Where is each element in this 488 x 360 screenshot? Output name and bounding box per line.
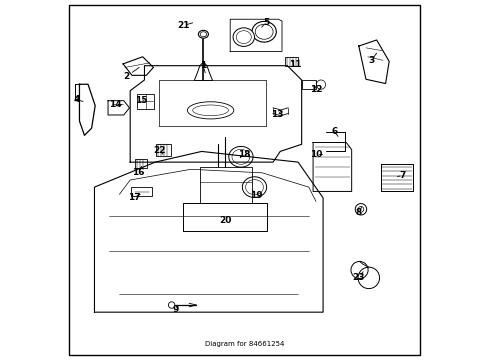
Text: 13: 13	[270, 111, 283, 120]
Bar	[137, 94, 154, 109]
Text: 18: 18	[237, 150, 249, 159]
Text: 17: 17	[128, 193, 141, 202]
Text: 22: 22	[153, 146, 165, 155]
Text: Diagram for 84661254: Diagram for 84661254	[204, 341, 284, 347]
Bar	[131, 187, 152, 197]
Text: 16: 16	[132, 168, 144, 177]
Text: 7: 7	[398, 171, 405, 180]
Text: 4: 4	[73, 95, 80, 104]
Bar	[301, 80, 315, 89]
Text: 5: 5	[263, 18, 269, 27]
Text: 8: 8	[355, 208, 361, 217]
Bar	[284, 57, 298, 66]
Ellipse shape	[198, 30, 208, 38]
Text: 14: 14	[109, 100, 121, 109]
Ellipse shape	[228, 147, 253, 167]
Text: 10: 10	[309, 150, 322, 159]
Text: 21: 21	[177, 21, 189, 30]
Bar	[135, 159, 146, 168]
Text: 23: 23	[352, 273, 365, 282]
Text: 15: 15	[135, 96, 147, 105]
Ellipse shape	[251, 21, 276, 42]
Text: 11: 11	[288, 60, 301, 69]
Ellipse shape	[233, 28, 254, 46]
Text: 19: 19	[249, 190, 262, 199]
Text: 1: 1	[200, 61, 206, 70]
Text: 20: 20	[219, 216, 232, 225]
Ellipse shape	[242, 177, 266, 198]
Text: 9: 9	[172, 305, 179, 314]
Text: 3: 3	[367, 56, 374, 65]
Text: 12: 12	[310, 85, 322, 94]
Text: 6: 6	[331, 127, 337, 136]
Text: 2: 2	[123, 72, 129, 81]
Bar	[156, 144, 171, 156]
